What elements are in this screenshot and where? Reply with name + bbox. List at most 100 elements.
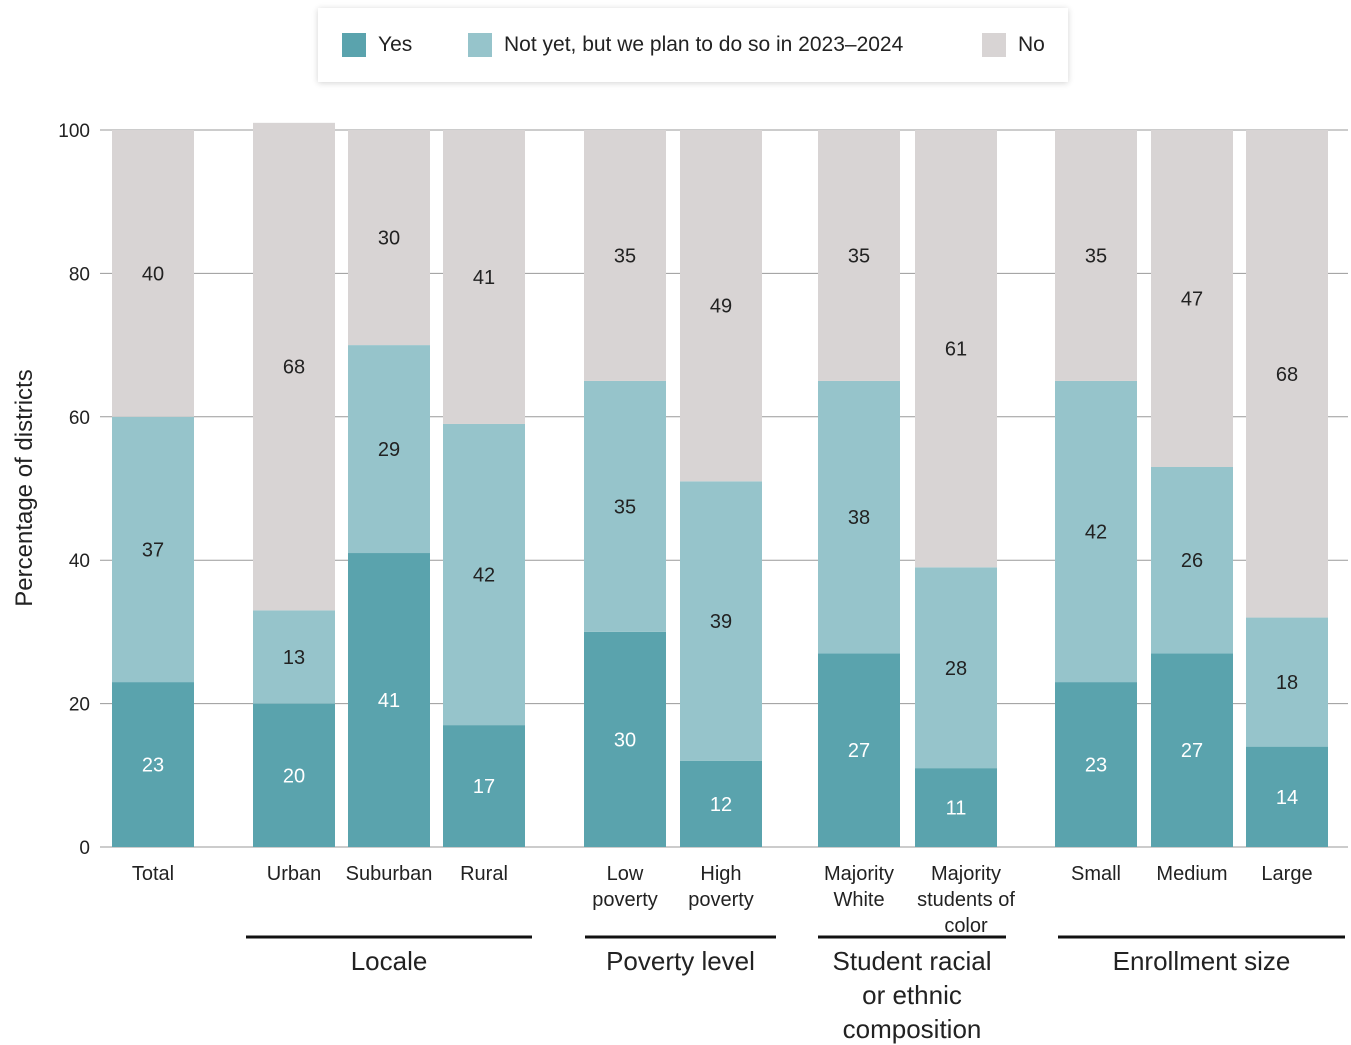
data-label: 39 — [710, 611, 732, 633]
y-tick-label: 20 — [69, 695, 90, 716]
data-label: 38 — [848, 507, 870, 529]
data-label: 35 — [614, 496, 636, 518]
data-label: 68 — [1276, 364, 1298, 386]
x-tick-label: poverty — [688, 889, 754, 911]
group-label: composition — [843, 1014, 982, 1044]
bar-segment — [680, 760, 762, 847]
legend: Yes Not yet, but we plan to do so in 202… — [318, 8, 1068, 82]
x-tick-label: Rural — [460, 863, 508, 885]
group-label: Poverty level — [606, 946, 755, 976]
bar-segment — [1246, 130, 1328, 618]
bar-segment — [818, 130, 900, 381]
group-label: or ethnic — [862, 980, 962, 1010]
bar-segment — [443, 725, 525, 847]
data-label: 42 — [1085, 522, 1107, 544]
bar-segment — [584, 631, 666, 847]
data-label: 13 — [283, 647, 305, 669]
bar-segment — [253, 703, 335, 847]
data-label: 68 — [283, 357, 305, 379]
data-label: 49 — [710, 296, 732, 318]
data-label: 40 — [142, 263, 164, 285]
bar-segment — [112, 130, 194, 417]
x-tick-label: Low — [607, 863, 644, 885]
data-label: 27 — [848, 740, 870, 762]
bar-segment — [1246, 746, 1328, 847]
bar-segment — [443, 130, 525, 424]
data-label: 28 — [945, 658, 967, 680]
bar-segment — [1055, 380, 1137, 683]
data-label: 30 — [614, 729, 636, 751]
legend-swatch-not-yet — [468, 33, 492, 57]
bar-segment — [253, 610, 335, 704]
data-label: 35 — [848, 245, 870, 267]
bar-segment — [818, 380, 900, 654]
bar-segment — [818, 653, 900, 847]
data-label: 12 — [710, 794, 732, 816]
x-tick-label: Medium — [1156, 863, 1227, 885]
x-tick-label: color — [944, 915, 988, 937]
legend-swatch-yes — [342, 33, 366, 57]
data-label: 42 — [473, 565, 495, 587]
y-tick-label: 40 — [69, 551, 90, 572]
x-tick-label: High — [700, 863, 741, 885]
data-label: 17 — [473, 776, 495, 798]
bar-segment — [443, 423, 525, 726]
data-label: 27 — [1181, 740, 1203, 762]
data-label: 18 — [1276, 672, 1298, 694]
bar-segment — [915, 130, 997, 568]
bar-segment — [584, 380, 666, 632]
bar-segment — [680, 481, 762, 761]
bar-segment — [348, 130, 430, 346]
x-tick-label: Urban — [267, 863, 321, 885]
x-tick-label: Majority — [931, 863, 1001, 885]
bar-segment — [1151, 130, 1233, 467]
x-tick-label: Large — [1261, 863, 1312, 885]
bar-segment — [348, 345, 430, 554]
data-label: 30 — [378, 228, 400, 250]
bar-segment — [1055, 682, 1137, 847]
legend-label-yes: Yes — [378, 33, 413, 56]
bar-segment — [1151, 466, 1233, 654]
data-label: 41 — [378, 690, 400, 712]
data-label: 26 — [1181, 550, 1203, 572]
bar-segment — [915, 567, 997, 769]
bar-segment — [1151, 653, 1233, 847]
data-label: 37 — [142, 539, 164, 561]
y-tick-label: 80 — [69, 264, 90, 285]
legend-item-yes: Yes — [342, 8, 412, 82]
bar-segment — [253, 122, 335, 611]
x-tick-label: Small — [1071, 863, 1121, 885]
data-label: 35 — [1085, 245, 1107, 267]
bar-segment — [584, 130, 666, 381]
legend-label-no: No — [1018, 33, 1045, 56]
legend-item-not-yet: Not yet, but we plan to do so in 2023–20… — [468, 8, 903, 82]
data-label: 20 — [283, 765, 305, 787]
bar-segment — [112, 682, 194, 847]
group-label: Locale — [351, 946, 428, 976]
y-tick-label: 100 — [58, 121, 90, 142]
bar-segment — [680, 130, 762, 482]
data-label: 11 — [946, 798, 967, 820]
legend-label-not-yet: Not yet, but we plan to do so in 2023–20… — [504, 33, 904, 56]
y-tick-label: 0 — [79, 838, 90, 859]
data-label: 41 — [473, 267, 495, 289]
x-tick-label: students of — [917, 889, 1015, 911]
bar-segment — [1055, 130, 1137, 381]
data-label: 23 — [142, 755, 164, 777]
y-tick-label: 60 — [69, 408, 90, 429]
data-label: 14 — [1276, 787, 1298, 809]
group-label: Enrollment size — [1113, 946, 1291, 976]
x-tick-label: White — [833, 889, 884, 911]
data-label: 61 — [945, 339, 967, 361]
data-label: 47 — [1181, 288, 1203, 310]
bar-segment — [1246, 617, 1328, 747]
data-label: 29 — [378, 439, 400, 461]
x-tick-label: poverty — [592, 889, 658, 911]
group-label: Student racial — [833, 946, 992, 976]
y-axis-label: Percentage of districts — [11, 369, 38, 606]
legend-swatch-no — [982, 33, 1006, 57]
bar-segment — [348, 553, 430, 847]
x-tick-label: Suburban — [346, 863, 433, 885]
